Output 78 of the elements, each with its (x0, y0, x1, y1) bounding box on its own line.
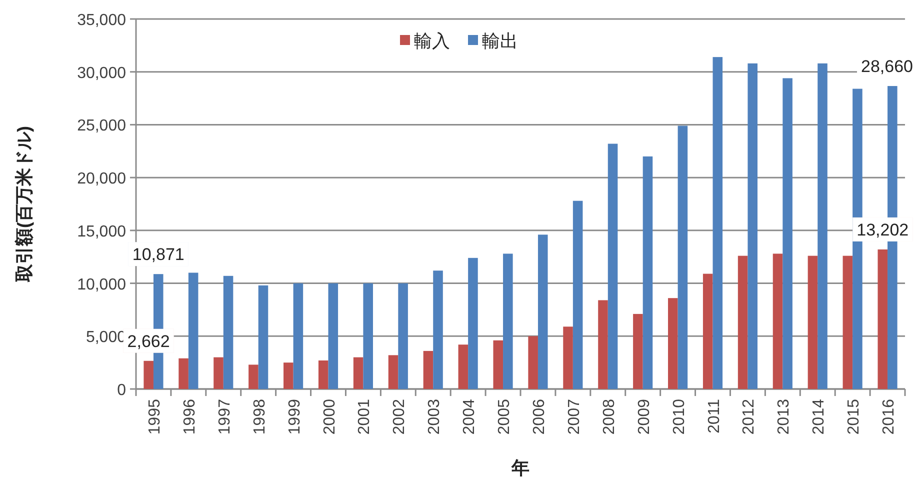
x-tick-label: 1997 (216, 398, 234, 435)
x-tick-label: 1998 (251, 398, 268, 435)
x-tick-label: 2003 (426, 398, 444, 435)
x-tick-label: 1996 (181, 398, 198, 435)
bar (188, 272, 198, 389)
bar (563, 326, 573, 389)
x-tick-label: 2005 (496, 398, 514, 435)
bar (458, 344, 468, 389)
bar (284, 362, 294, 389)
x-tick-label: 2011 (706, 398, 723, 434)
bar (782, 78, 792, 389)
bar (668, 298, 678, 389)
x-tick-label: 2010 (670, 398, 688, 435)
bar (842, 256, 853, 389)
bar (538, 234, 548, 389)
y-tick-label: 10,000 (77, 276, 126, 294)
bar (493, 340, 504, 389)
bar (642, 156, 653, 389)
data-label: 13,202 (856, 220, 909, 240)
bar (293, 283, 304, 389)
x-tick-label: 1999 (286, 398, 304, 435)
y-tick-label: 30,000 (77, 64, 126, 82)
bar (398, 283, 408, 389)
x-tick-label: 2009 (636, 398, 653, 435)
bar (328, 283, 338, 389)
bar (748, 63, 758, 389)
bar (738, 256, 748, 389)
bar (214, 357, 224, 389)
data-label: 2,662 (127, 332, 170, 351)
bar (818, 63, 828, 389)
y-tick-label: 35,000 (77, 12, 126, 29)
bar (608, 144, 618, 389)
bar (878, 249, 888, 389)
bar (633, 314, 643, 389)
x-tick-label: 1995 (146, 398, 164, 435)
y-axis-title: 取引額(百万米ドル) (14, 126, 34, 283)
x-tick-label: 2001 (356, 398, 374, 435)
bar (248, 364, 258, 389)
y-tick-label: 0 (117, 382, 126, 399)
x-tick-label: 2004 (461, 398, 478, 435)
x-tick-label: 2014 (810, 398, 828, 435)
bar (572, 200, 583, 389)
bar (423, 350, 434, 389)
y-tick-label: 25,000 (77, 118, 126, 135)
bar (808, 256, 818, 389)
bar (363, 283, 373, 389)
x-tick-label: 2008 (600, 398, 618, 435)
bar (772, 254, 783, 389)
bar (678, 126, 688, 389)
data-label: 28,660 (861, 57, 913, 76)
x-tick-label: 2006 (530, 398, 548, 435)
bar (178, 358, 188, 389)
bar (712, 57, 723, 389)
bar (353, 357, 364, 389)
bar (223, 276, 234, 389)
bar (702, 274, 713, 389)
x-tick-label: 2012 (740, 398, 758, 435)
bar (388, 355, 398, 389)
bar (433, 270, 443, 389)
bar (598, 300, 608, 389)
bar (528, 336, 538, 389)
bar (258, 285, 268, 389)
bar (503, 254, 513, 389)
x-tick-label: 2000 (321, 398, 338, 435)
y-tick-label: 20,000 (77, 170, 126, 188)
x-tick-label: 2015 (846, 398, 863, 435)
x-axis-title: 年 (510, 458, 530, 478)
data-label: 10,871 (132, 245, 184, 264)
x-tick-label: 2016 (880, 398, 898, 435)
bar (318, 360, 328, 389)
x-tick-label: 2007 (566, 398, 583, 435)
y-tick-label: 15,000 (77, 223, 126, 240)
bar (468, 258, 478, 389)
x-tick-label: 2002 (391, 398, 408, 435)
x-tick-label: 2013 (776, 398, 793, 435)
bar (144, 360, 154, 389)
legend-label: 輸入 (414, 31, 450, 51)
legend-label: 輸出 (482, 31, 518, 51)
